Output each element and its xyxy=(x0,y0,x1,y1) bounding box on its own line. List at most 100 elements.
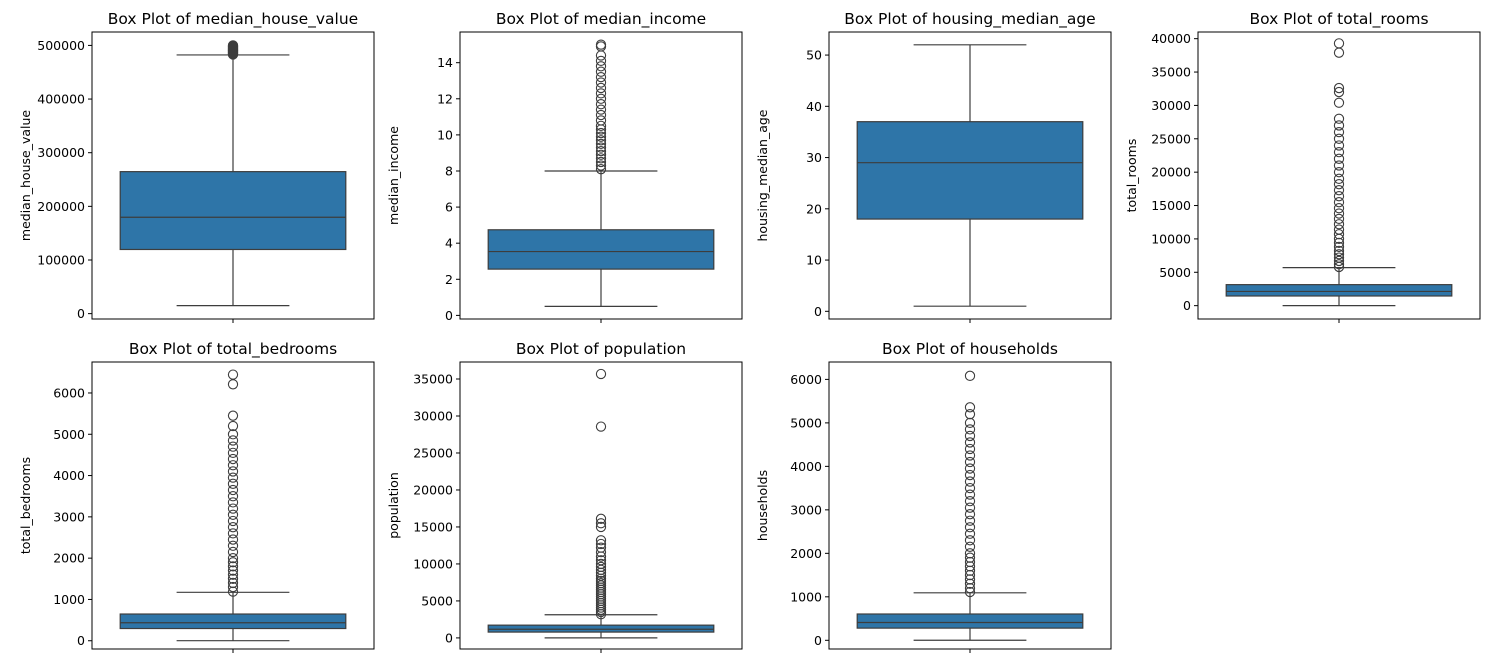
outlier-point xyxy=(227,515,239,527)
y-tick-label: 15000 xyxy=(413,519,453,534)
outlier-point xyxy=(595,160,607,171)
outlier-point xyxy=(1333,47,1345,58)
subplot-title: Box Plot of median_house_value xyxy=(108,10,358,29)
outlier-point xyxy=(595,153,607,164)
outlier-point xyxy=(1333,133,1345,144)
outlier-point xyxy=(1333,241,1345,253)
subplot-1: Box Plot of median_house_value median_hou… xyxy=(18,10,375,323)
outlier-point xyxy=(1333,113,1345,124)
y-tick-label: 0 xyxy=(1183,298,1191,313)
outlier-point xyxy=(1333,179,1345,190)
outlier-point xyxy=(595,149,607,160)
outlier-point xyxy=(595,164,607,175)
y-tick-label: 30000 xyxy=(1151,98,1191,113)
outlier-point xyxy=(1333,224,1345,235)
y-tick-label: 500000 xyxy=(37,38,85,53)
y-tick-label: 2 xyxy=(445,272,453,287)
outlier-point xyxy=(595,142,607,153)
outlier-point xyxy=(1333,153,1345,164)
y-tick-label: 400000 xyxy=(37,92,85,107)
outlier-point xyxy=(595,538,607,550)
subplot-title: Box Plot of median_income xyxy=(496,10,706,29)
subplot-7: Box Plot of households households 0 1000 200… xyxy=(755,340,1112,653)
outlier-point xyxy=(1333,140,1345,151)
box-iqr xyxy=(856,121,1084,220)
outlier-point xyxy=(595,99,607,110)
outlier-point xyxy=(227,497,239,508)
y-axis-label: population xyxy=(386,472,401,539)
outlier-point xyxy=(595,109,607,121)
box-iqr xyxy=(1225,284,1453,297)
y-tick-label: 40 xyxy=(806,99,822,114)
axes-frame xyxy=(91,361,375,650)
outlier-point xyxy=(595,77,607,88)
y-tick-label: 10000 xyxy=(1151,231,1191,246)
outlier-point xyxy=(227,429,239,440)
outlier-point xyxy=(964,463,976,474)
outlier-point xyxy=(964,370,976,381)
y-tick-label: 5000 xyxy=(790,415,822,430)
outlier-point xyxy=(227,553,239,564)
outlier-point xyxy=(964,409,976,420)
y-tick-label: 20000 xyxy=(413,482,453,497)
outlier-point xyxy=(1333,126,1345,138)
y-tick-label: 50 xyxy=(806,48,822,63)
subplot-4: Box Plot of total_rooms total_rooms 0 5000 1… xyxy=(1124,10,1481,323)
y-tick-label: 35000 xyxy=(1151,65,1191,80)
y-tick-label: 10 xyxy=(437,127,453,142)
y-tick-label: 2000 xyxy=(53,551,85,566)
outlier-point xyxy=(227,509,239,520)
outlier-point xyxy=(227,557,239,568)
outlier-point xyxy=(595,518,607,529)
y-tick-label: 30000 xyxy=(413,408,453,423)
outlier-point xyxy=(964,586,976,598)
outlier-point xyxy=(1333,97,1345,108)
outlier-point xyxy=(964,522,976,533)
y-tick-label: 10000 xyxy=(413,556,453,571)
y-tick-label: 5000 xyxy=(53,427,85,442)
outlier-point xyxy=(595,558,607,570)
outlier-point xyxy=(595,104,607,115)
outlier-point xyxy=(964,541,976,552)
y-tick-label: 1000 xyxy=(53,592,85,607)
outlier-point xyxy=(595,82,607,94)
y-tick-label: 0 xyxy=(77,633,85,648)
y-tick-label: 14 xyxy=(437,55,453,70)
box-iqr xyxy=(119,171,347,251)
outlier-point xyxy=(964,548,976,559)
outlier-point xyxy=(1333,167,1345,178)
y-tick-label: 40000 xyxy=(1151,31,1191,46)
outlier-point xyxy=(227,441,239,452)
outlier-point xyxy=(1333,146,1345,158)
outlier-point xyxy=(964,456,976,468)
outlier-point xyxy=(595,138,607,150)
outlier-point xyxy=(964,476,976,487)
y-axis-label: households xyxy=(755,470,770,541)
outlier-point xyxy=(964,515,976,526)
outlier-point xyxy=(595,546,607,558)
outlier-point xyxy=(595,535,607,546)
outlier-point xyxy=(964,402,976,413)
y-tick-label: 8 xyxy=(445,163,453,178)
outlier-point xyxy=(1333,255,1345,267)
outlier-point xyxy=(1333,252,1345,263)
box-iqr xyxy=(487,229,715,270)
outlier-point xyxy=(1333,229,1345,240)
outlier-point xyxy=(227,534,239,545)
outlier-point xyxy=(1333,249,1345,260)
outlier-point xyxy=(227,522,239,533)
outlier-point xyxy=(964,509,976,520)
outlier-point xyxy=(595,66,607,77)
axes-frame xyxy=(828,361,1112,650)
subplot-3: Box Plot of housing_median_age housing_me… xyxy=(755,10,1112,323)
y-tick-label: 4000 xyxy=(53,468,85,483)
outlier-point xyxy=(227,466,239,477)
outlier-point xyxy=(595,120,607,132)
outlier-point xyxy=(1333,219,1345,230)
outlier-point xyxy=(227,379,239,390)
y-tick-label: 4 xyxy=(445,236,453,251)
y-tick-label: 10 xyxy=(806,253,822,268)
y-tick-label: 15000 xyxy=(1151,198,1191,213)
y-tick-label: 12 xyxy=(437,91,453,106)
